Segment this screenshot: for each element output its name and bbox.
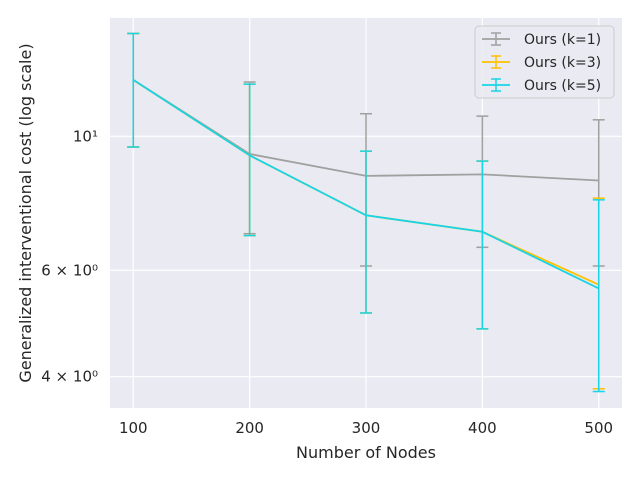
y-tick-label: 10¹: [73, 127, 98, 145]
y-tick-label: 6 × 10⁰: [41, 261, 98, 279]
x-tick-label: 300: [352, 419, 381, 437]
series-line: [132, 79, 600, 290]
x-tick-label: 100: [119, 419, 148, 437]
y-tick-label: 4 × 10⁰: [41, 368, 98, 386]
axis-ticks: 100 200 300 400 500 4 × 10⁰ 6 × 10⁰ 10¹: [41, 127, 613, 437]
legend: Ours (k=1) Ours (k=3) Ours (k=5): [474, 25, 615, 99]
x-tick-label: 500: [584, 419, 613, 437]
series: [127, 32, 605, 393]
legend-label: Ours (k=3): [524, 55, 601, 71]
legend-box: [474, 25, 615, 99]
x-tick-label: 200: [235, 419, 264, 437]
legend-label: Ours (k=5): [524, 78, 601, 94]
series-layer: [127, 32, 605, 393]
x-tick-label: 400: [468, 419, 497, 437]
x-axis-label: Number of Nodes: [296, 443, 436, 462]
y-axis-label: Generalized interventional cost (log sca…: [16, 43, 35, 382]
legend-label: Ours (k=1): [524, 32, 601, 48]
